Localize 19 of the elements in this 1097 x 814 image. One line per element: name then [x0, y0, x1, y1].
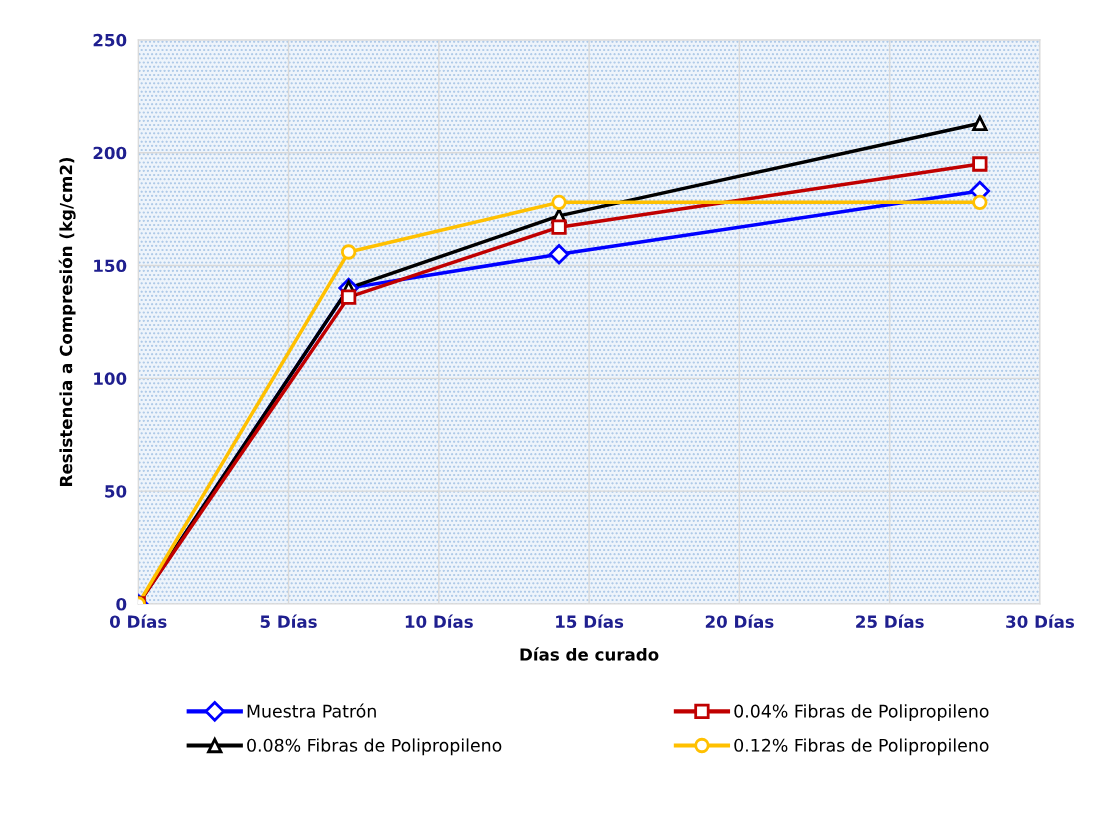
y-tick-label: 150: [94, 259, 127, 273]
legend-label: 0.08% Fibras de Polipropileno: [247, 738, 502, 756]
x-tick-label: 25 Días: [856, 614, 924, 628]
y-tick-label: 100: [94, 372, 127, 385]
y-tick-label: 0: [116, 597, 127, 611]
x-tick-label: 10 Días: [405, 614, 473, 628]
legend-label: Muestra Patrón: [247, 703, 376, 718]
y-axis-title: Resistencia a Compresión (kg/cm2): [58, 157, 76, 486]
y-tick-label: 50: [105, 485, 127, 498]
x-tick-label: 20 Días: [705, 614, 774, 628]
y-tick-label: 200: [93, 146, 127, 160]
x-axis-title: Días de curado: [520, 647, 659, 661]
x-tick-label: 0 Días: [109, 614, 167, 628]
legend-label: 0.04% Fibras de Polipropileno: [734, 704, 989, 722]
x-tick-label: 30 Días: [1006, 614, 1075, 628]
y-tick-label: 250: [93, 33, 127, 47]
x-tick-label: 15 Días: [556, 614, 624, 628]
x-tick-label: 5 Días: [260, 614, 317, 628]
legend-label: 0.12% Fibras de Polipropileno: [734, 738, 989, 756]
